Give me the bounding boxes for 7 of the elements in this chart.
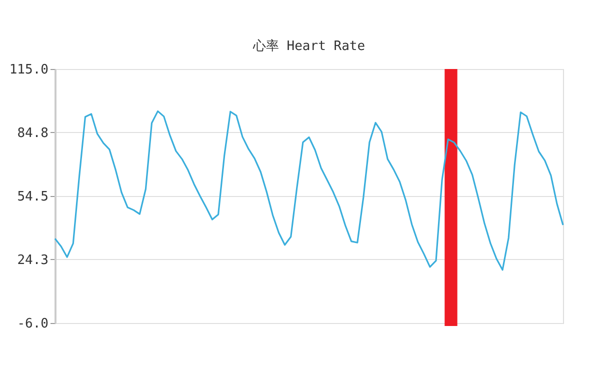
line-series bbox=[54, 110, 564, 271]
y-tick-label: 24.3 bbox=[17, 252, 48, 268]
y-tick-label: 115.0 bbox=[9, 62, 48, 78]
y-tick-label: 84.8 bbox=[17, 126, 48, 141]
y-tick-label: -6.0 bbox=[17, 316, 48, 332]
chart-title: 心率 Heart Rate bbox=[252, 38, 366, 54]
y-tick-label: 54.5 bbox=[17, 190, 48, 204]
